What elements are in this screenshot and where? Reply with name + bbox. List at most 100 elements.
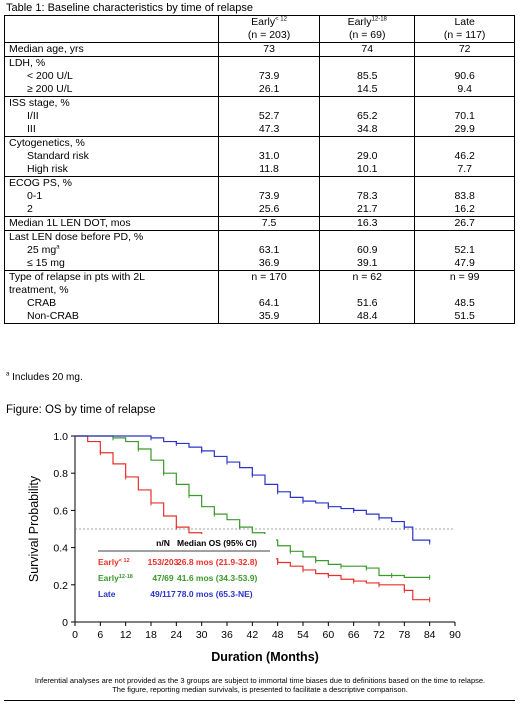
cell-value: 31.0	[258, 150, 280, 162]
value-cell: 16.3	[319, 216, 416, 231]
cell-value	[324, 231, 410, 244]
row-label-text: treatment, %	[9, 284, 69, 296]
value-cell: 78.3 21.7	[319, 176, 416, 217]
header-row: Early< 12 (n = 203) Early12-18 (n = 69) Late…	[4, 15, 515, 43]
footnote-text: Includes 20 mg.	[9, 372, 83, 383]
table-row: ECOG PS, % 0-1 2 73.9 25.6 78.3 21.7 83.8 16.2	[4, 176, 515, 217]
row-label-cell: Type of relapse in pts with 2L treatment,…	[4, 270, 219, 324]
cell-value: 48.4	[357, 310, 378, 322]
cell-value: 51.6	[357, 297, 378, 309]
cell-value	[223, 137, 315, 150]
cell-value: 14.5	[357, 83, 378, 95]
row-label-text: 25 mg	[27, 244, 57, 256]
row-label-sup: a	[56, 244, 60, 251]
header-blank	[4, 15, 219, 43]
x-tick-label: 6	[97, 629, 103, 641]
table-row: LDH, % < 200 U/L ≥ 200 U/L 73.9 26.1 85.5 14.5…	[4, 56, 515, 97]
row-label-text: Median age, yrs	[9, 43, 84, 55]
value-cell: 26.7	[414, 216, 515, 231]
column-name: Early	[347, 16, 372, 28]
legend-nN: 49/117	[150, 589, 176, 599]
cell-value: 70.1	[454, 110, 475, 122]
y-tick-label: 0	[62, 617, 68, 629]
column-header: Early< 12 (n = 203)	[217, 15, 321, 43]
x-tick-label: 66	[348, 629, 360, 641]
cell-value: 85.5	[357, 70, 378, 82]
cell-value: n = 99	[449, 271, 480, 283]
value-cell: 72	[414, 42, 515, 57]
value-cell: 46.2 7.7	[414, 136, 515, 177]
legend-series-name: Early	[98, 557, 119, 567]
x-tick-label: 84	[424, 629, 436, 641]
y-tick-label: 0.2	[53, 580, 68, 592]
value-cell: 73.9 25.6	[217, 176, 321, 217]
figure-title: Figure: OS by time of relapse	[6, 404, 156, 416]
row-label-cell: ISS stage, % I/II III	[4, 96, 219, 137]
row-label: CRAB	[9, 297, 214, 310]
cell-value: n = 62	[352, 271, 383, 283]
row-label-text: 0-1	[27, 190, 43, 202]
row-label-text: ECOG PS, %	[9, 177, 73, 189]
cell-value: 74	[361, 43, 374, 55]
cell-value: 73.9	[258, 70, 280, 82]
x-tick-label: 90	[449, 629, 461, 641]
column-header: Early12-18 (n = 69)	[319, 15, 416, 43]
y-tick-label: 1.0	[53, 431, 68, 443]
cell-value: 73.9	[258, 190, 280, 202]
cell-value: 16.2	[454, 203, 475, 215]
value-cell: 70.1 29.9	[414, 96, 515, 137]
row-label: ≥ 200 U/L	[9, 83, 214, 96]
row-label-text: High risk	[27, 163, 68, 175]
cell-value: 51.5	[454, 310, 475, 322]
column-name: Early	[251, 16, 276, 28]
cell-value: 7.5	[261, 217, 277, 229]
row-label-text: Non-CRAB	[27, 310, 79, 322]
row-label-text: < 200 U/L	[27, 70, 73, 82]
table-row: Last LEN dose before PD, % 25 mga ≤ 15 mg 6…	[4, 230, 515, 271]
value-cell: 90.6 9.4	[414, 56, 515, 97]
x-tick-label: 60	[322, 629, 334, 641]
cell-value: 47.3	[258, 123, 280, 135]
row-label-text: Last LEN dose before PD, %	[9, 231, 144, 243]
y-axis-label: Survival Probability	[27, 475, 41, 582]
cell-value: n = 170	[251, 271, 287, 283]
value-cell: 31.0 11.8	[217, 136, 321, 177]
row-label-text: Type of relapse in pts with 2L	[9, 271, 145, 283]
cell-value: 21.7	[357, 203, 378, 215]
cell-value	[223, 57, 315, 70]
cell-value: 64.1	[258, 297, 280, 309]
row-label: Type of relapse in pts with 2L	[9, 271, 214, 284]
x-tick-label: 48	[272, 629, 284, 641]
value-cell: n = 170 64.1 35.9	[217, 270, 321, 324]
x-tick-label: 78	[398, 629, 410, 641]
row-label: III	[9, 123, 214, 136]
cell-value	[223, 231, 315, 244]
legend-median: 78.0 mos (65.3-NE)	[177, 589, 253, 599]
cell-value	[419, 231, 510, 244]
cell-value: 35.9	[258, 310, 280, 322]
row-label: Median age, yrs	[9, 43, 214, 56]
legend-series-sup: < 12	[119, 558, 130, 564]
value-cell: 85.5 14.5	[319, 56, 416, 97]
x-tick-label: 42	[246, 629, 258, 641]
cell-value	[324, 97, 410, 110]
legend-header-median: Median OS (95% CI)	[177, 538, 257, 548]
column-n: (n = 203)	[247, 29, 291, 41]
row-label-cell: Last LEN dose before PD, % 25 mga ≤ 15 mg	[4, 230, 219, 271]
legend-nN: 153/203	[148, 557, 179, 567]
bottom-rule	[4, 700, 515, 701]
value-cell: 63.1 36.9	[217, 230, 321, 271]
legend-entry: Late	[98, 589, 116, 599]
cell-value: 11.8	[259, 163, 279, 175]
y-tick-label: 0.4	[53, 543, 68, 555]
cell-value: 78.3	[357, 190, 378, 202]
row-label-cell: Cytogenetics, % Standard risk High risk	[4, 136, 219, 177]
table-footnote: a Includes 20 mg.	[6, 372, 83, 383]
cell-value	[223, 177, 315, 190]
row-label: < 200 U/L	[9, 70, 214, 83]
value-cell: 7.5	[217, 216, 321, 231]
row-label-cell: LDH, % < 200 U/L ≥ 200 U/L	[4, 56, 219, 97]
legend-header-nN: n/N	[156, 538, 170, 548]
cell-value	[419, 177, 510, 190]
cell-value: 39.1	[357, 257, 378, 269]
